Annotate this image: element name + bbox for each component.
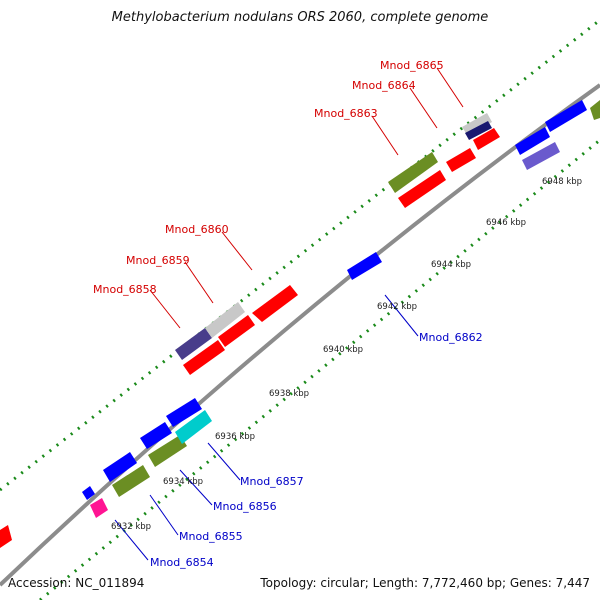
kbp-label-6936: 6936 kbp [215,432,255,442]
label-mnod-6854: Mnod_6854 [150,556,214,569]
label-mnod-6855: Mnod_6855 [179,530,243,543]
connector-mnod-6859 [184,261,214,304]
connector-mnod-6855 [149,494,179,536]
outer-tick-track [0,18,600,492]
gene-block-mnod-6865 [462,113,492,136]
label-mnod-6865: Mnod_6865 [380,59,444,72]
gene-block-mnod-6863 [388,152,438,193]
kbp-label-6942: 6942 kbp [377,302,417,312]
gene-block-mnod-6856 [148,435,187,467]
kbp-label-6948: 6948 kbp [542,177,582,187]
gene-block-olive-edge [590,100,600,120]
kbp-label-6940: 6940 kbp [323,345,363,355]
connector-mnod-6858 [149,289,181,329]
gene-block-navy [465,121,492,140]
gene-block-red-d [473,128,500,150]
accession-text: Accession: NC_011894 [8,576,145,590]
gene-block-mnod-6857 [175,410,212,444]
connector-mnod-6860 [221,231,253,271]
connector-mnod-6865 [436,67,464,108]
gene-blocks-lower [0,398,212,548]
label-mnod-6860: Mnod_6860 [165,223,229,236]
gene-block-mnod-6855 [112,465,150,497]
gene-block-red-edge [0,525,12,548]
kbp-label-6932: 6932 kbp [111,522,151,532]
label-mnod-6864: Mnod_6864 [352,79,416,92]
connector-mnod-6857 [207,442,241,481]
gene-block-mnod-6854 [82,486,95,500]
connector-mnod-6862 [384,294,419,337]
connector-mnod-6864 [409,87,438,129]
gene-block-red-c [398,170,446,208]
map-title: Methylobacterium nodulans ORS 2060, comp… [111,10,489,25]
genome-backbone [0,83,600,587]
gene-block-slate [522,142,560,170]
gene-blocks [175,100,600,375]
kbp-label-6938: 6938 kbp [269,389,309,399]
label-mnod-6858: Mnod_6858 [93,283,157,296]
gene-block-blue-b [545,100,587,132]
connector-mnod-6863 [371,115,399,156]
inner-tick-track [39,138,600,600]
gene-block-blue-a [515,127,550,155]
gene-block-pink [90,498,108,518]
gene-block-blue-d [140,422,172,449]
label-mnod-6863: Mnod_6863 [314,107,378,120]
genome-summary-text: Topology: circular; Length: 7,772,460 bp… [260,576,590,590]
gene-block-red-a [218,315,255,347]
gene-block-blue-e [166,398,202,427]
kbp-label-6946: 6946 kbp [486,218,526,228]
gene-block-mnod-6864 [446,148,476,172]
label-mnod-6859: Mnod_6859 [126,254,190,267]
gene-block-blue-c [103,452,137,482]
kbp-label-6944: 6944 kbp [431,260,471,270]
gene-block-mnod-6859 [205,302,245,338]
kbp-label-6934: 6934 kbp [163,477,203,487]
connector-mnod-6856 [179,469,213,506]
connector-mnod-6854 [114,519,149,561]
gene-block-mnod-6858 [175,328,212,360]
label-mnod-6862: Mnod_6862 [419,331,483,344]
label-mnod-6857: Mnod_6857 [240,475,304,488]
gene-block-mnod-6862 [347,252,382,280]
label-mnod-6856: Mnod_6856 [213,500,277,513]
gene-block-mnod-6860 [252,285,298,322]
gene-block-red-b [183,340,225,375]
